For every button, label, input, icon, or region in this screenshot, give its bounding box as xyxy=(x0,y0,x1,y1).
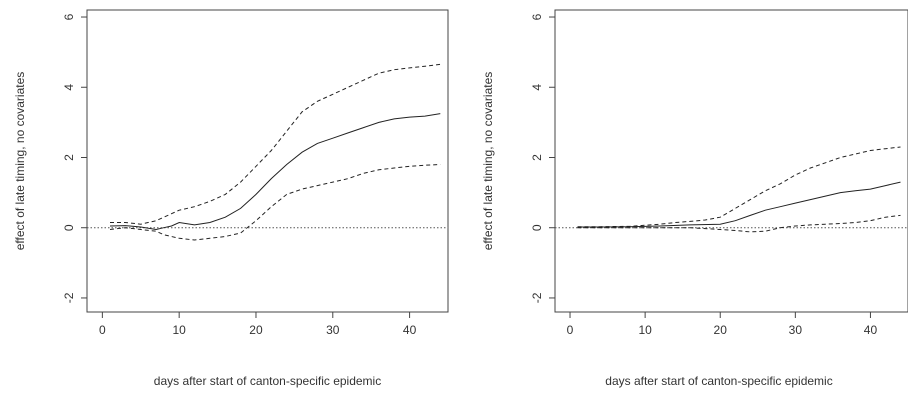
chart-panel-2: 0 10 20 30 40 -2 0 2 4 6 days after start of canto… xyxy=(481,9,908,388)
series-estimate-line xyxy=(109,113,441,231)
y-tick-label: 0 xyxy=(530,224,544,231)
series-confidence-bound-line xyxy=(577,146,901,228)
y-tick-label: 2 xyxy=(62,154,76,161)
y-axis-title: effect of late timing, no covariates xyxy=(481,72,495,251)
x-tick-label: 20 xyxy=(249,323,263,337)
plot-frame xyxy=(86,9,449,313)
x-tick-label: 20 xyxy=(714,323,728,337)
x-tick-label: 0 xyxy=(99,323,106,337)
x-tick-label: 40 xyxy=(403,323,417,337)
x-tick-label: 30 xyxy=(789,323,803,337)
series-confidence-bound-line xyxy=(109,164,441,241)
x-tick-label: 40 xyxy=(864,323,878,337)
y-tick-label: 6 xyxy=(62,13,76,20)
x-tick-label: 30 xyxy=(326,323,340,337)
x-axis-title: days after start of canton-specific epid… xyxy=(154,374,381,388)
x-axis-title: days after start of canton-specific epid… xyxy=(605,374,832,388)
x-tick-label: 0 xyxy=(567,323,574,337)
y-tick-label: -2 xyxy=(530,292,544,303)
y-tick-label: -2 xyxy=(62,292,76,303)
y-axis-title: effect of late timing, no covariates xyxy=(13,72,27,251)
series-estimate-line xyxy=(577,181,901,228)
y-tick-label: 6 xyxy=(530,13,544,20)
y-tick-label: 4 xyxy=(530,84,544,91)
x-tick-label: 10 xyxy=(638,323,652,337)
series-confidence-bound-line xyxy=(577,214,901,233)
y-tick-label: 2 xyxy=(530,154,544,161)
chart-panel-1: 0 10 20 30 40 -2 0 2 4 6 days after start of canto… xyxy=(13,9,449,388)
x-tick-label: 10 xyxy=(172,323,186,337)
y-tick-label: 0 xyxy=(62,224,76,231)
plot-frame xyxy=(554,9,908,313)
y-tick-label: 4 xyxy=(62,84,76,91)
series-confidence-bound-line xyxy=(110,63,441,225)
